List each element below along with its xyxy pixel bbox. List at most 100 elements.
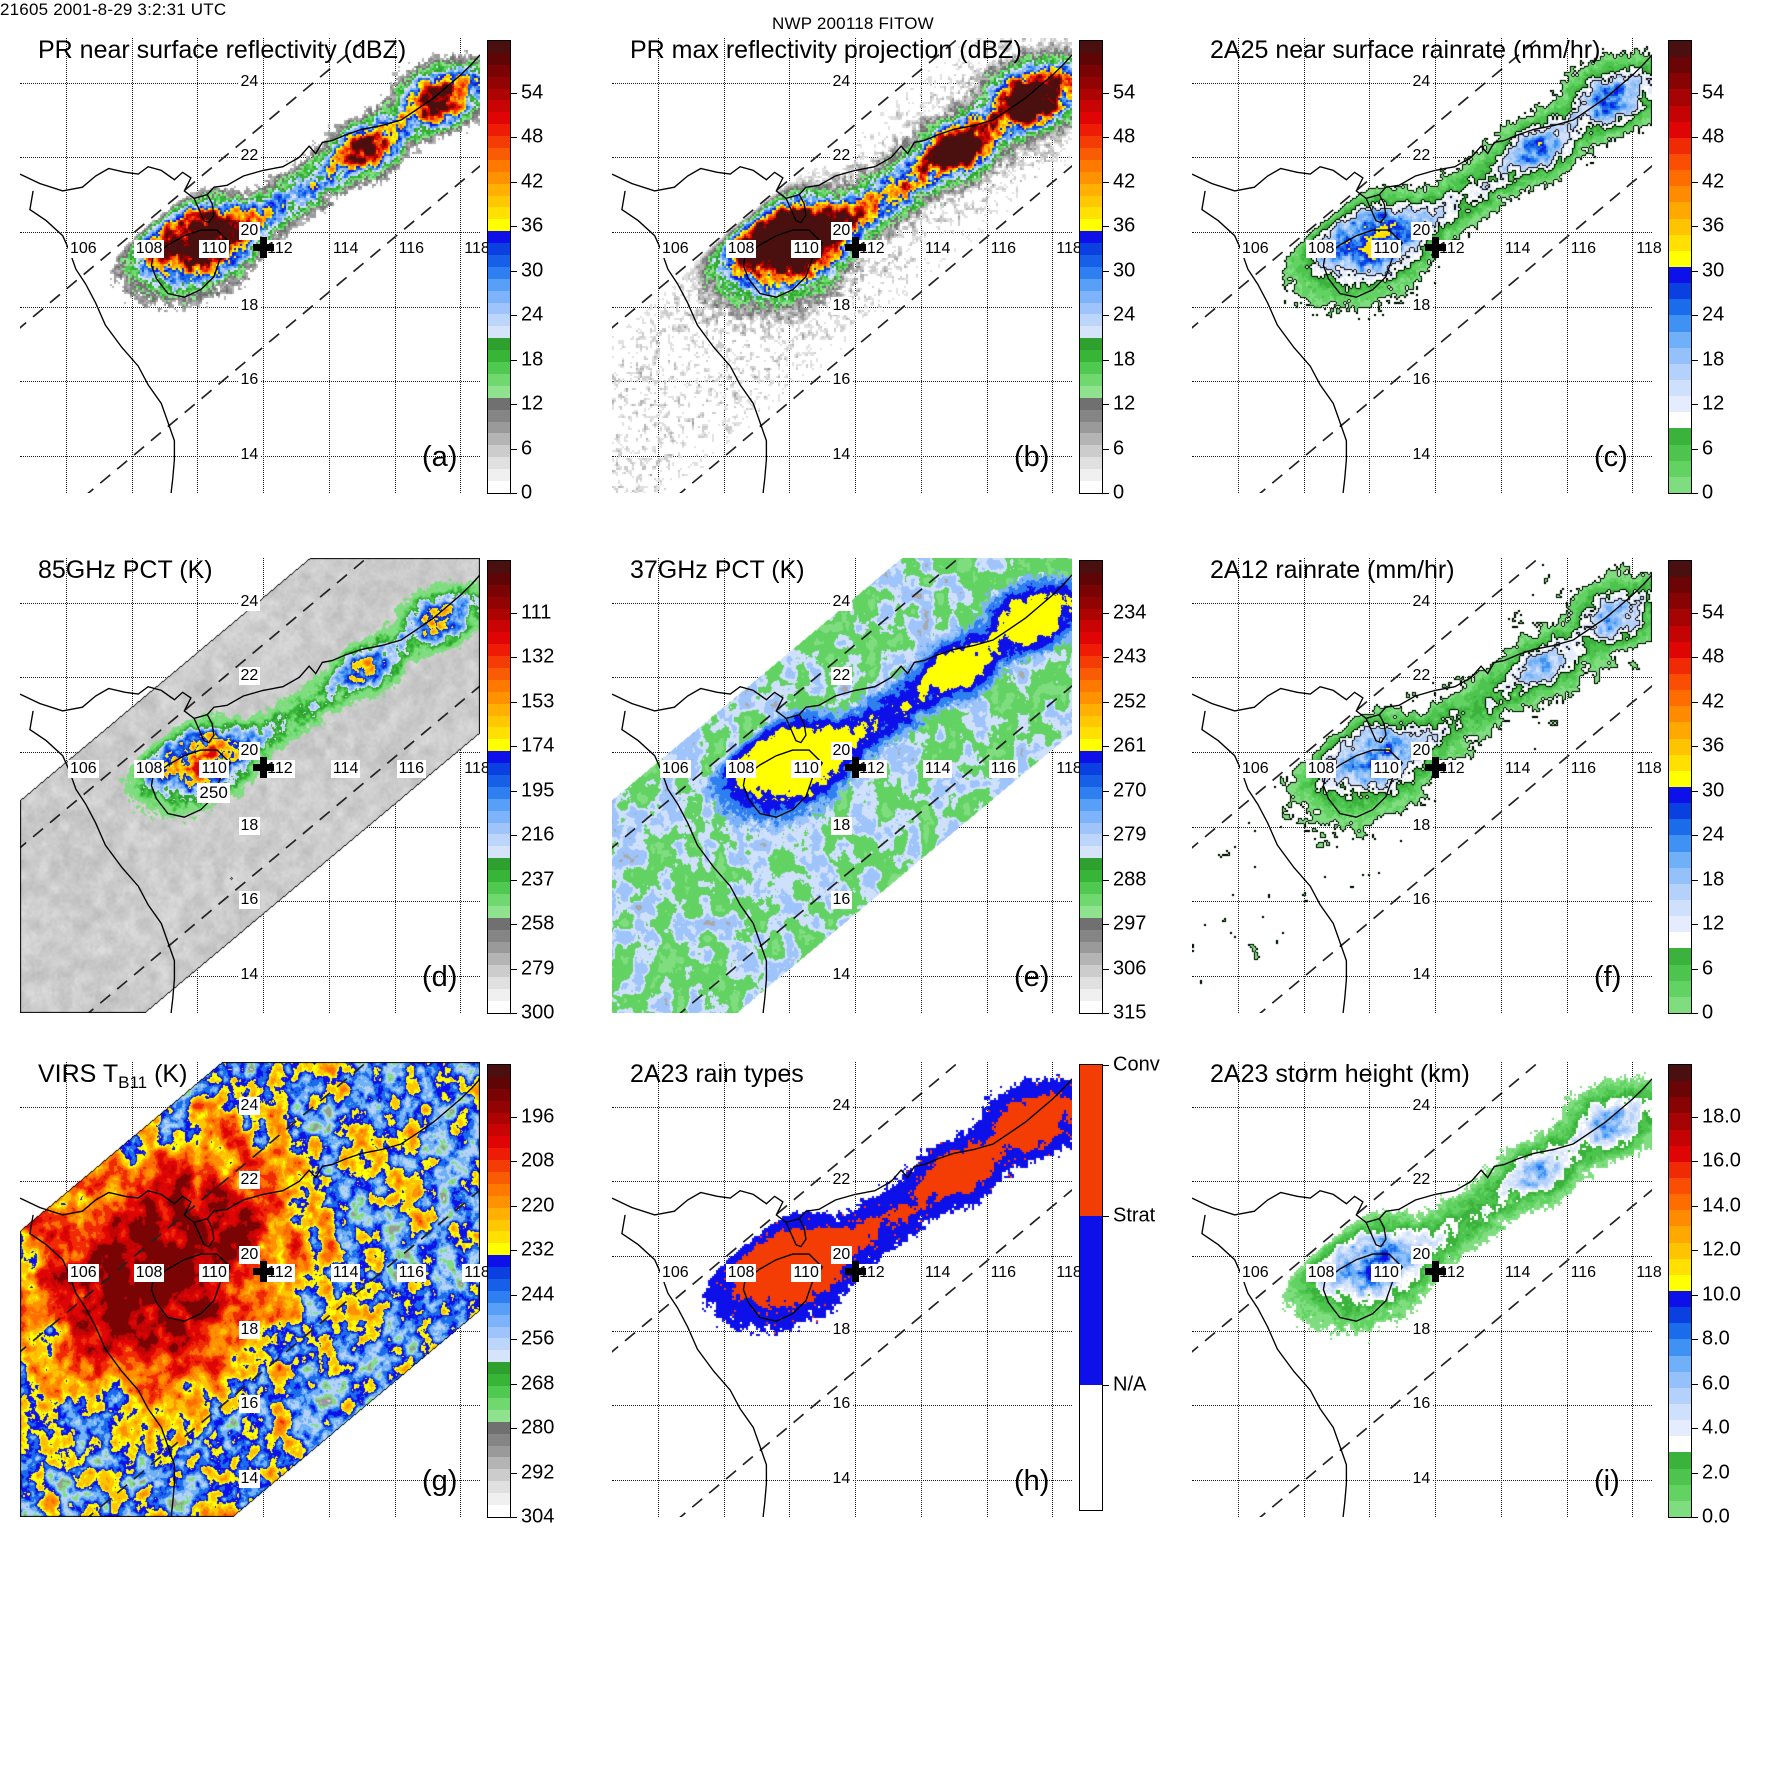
colorbar-segment (1669, 1161, 1691, 1178)
colorbar-tick-label: 111 (521, 601, 552, 624)
axis-label-longitude: 118 (1054, 1263, 1084, 1282)
colorbar-segment (1080, 148, 1102, 160)
colorbar-segment (1080, 290, 1102, 303)
colorbar-tick (1102, 404, 1109, 406)
colorbar-segment (1080, 350, 1102, 363)
colorbar-segment (488, 1000, 510, 1013)
colorbar-tick-label: 30 (1702, 779, 1725, 802)
colorbar-segment (488, 1279, 510, 1291)
coastline-overlay (1192, 574, 1652, 1013)
colorbar-segment (488, 882, 510, 894)
colorbar-tick (510, 1013, 517, 1014)
colorbar-segment (1080, 917, 1102, 930)
colorbar-segment (488, 763, 510, 776)
colorbar-segment (1669, 673, 1691, 691)
colorbar-tick (510, 790, 517, 792)
colorbar-segment (1080, 41, 1102, 53)
colorbar-tick-label: 6 (521, 437, 533, 460)
colorbar-segment (488, 136, 510, 149)
colorbar-segment (1080, 52, 1102, 65)
colorbar-segment (488, 183, 510, 196)
colorbar-segment (1669, 1452, 1691, 1469)
colorbar-tick-label: 18 (521, 348, 544, 371)
colorbar-segment (1080, 302, 1102, 315)
colorbar-segment (488, 1362, 510, 1375)
colorbar-tick (1691, 1013, 1698, 1014)
colorbar-tick-label: 0.0 (1702, 1505, 1730, 1528)
colorbar-segment (488, 715, 510, 728)
axis-label-longitude: 106 (660, 1263, 691, 1282)
axis-label-longitude: 108 (725, 759, 757, 778)
axis-label-longitude: 118 (462, 239, 492, 258)
center-marker-plus-icon (845, 1260, 867, 1282)
colorbar-tick-label: 30 (1113, 259, 1136, 282)
colorbar-segment (1669, 57, 1691, 74)
axis-label-longitude: 108 (725, 1263, 757, 1282)
colorbar-segment (1080, 989, 1102, 1001)
center-marker-plus-icon (845, 756, 867, 778)
axis-label-longitude: 118 (1634, 759, 1664, 778)
colorbar-segment (1669, 625, 1691, 642)
axis-label-longitude: 114 (922, 759, 953, 778)
colorbar-tick-label: Strat (1113, 1204, 1156, 1227)
axis-label-longitude: 114 (922, 1263, 953, 1282)
center-marker-plus-icon (253, 756, 275, 778)
axis-label-longitude: 106 (660, 759, 691, 778)
colorbar-segment (1669, 476, 1691, 493)
colorbar-tick-label: 0 (1702, 481, 1714, 504)
panel-label-g: (g) (422, 1465, 458, 1497)
axis-label-latitude: 18 (238, 816, 261, 835)
colorbar-segment (1080, 362, 1102, 374)
colorbar-segment (1669, 73, 1691, 90)
colorbar-segment (1080, 314, 1102, 327)
axis-label-longitude: 114 (1502, 759, 1533, 778)
colorbar-segment (1669, 641, 1691, 658)
colorbar-tick (510, 448, 517, 450)
colorbar-segment (488, 1088, 510, 1101)
colorbar-segment (488, 112, 510, 125)
field-raster-raintype (612, 1062, 1072, 1517)
axis-label-latitude: 16 (1410, 1395, 1433, 1414)
colorbar-tick (1102, 181, 1109, 183)
colorbar-segment (488, 362, 510, 374)
colorbar-segment (1080, 941, 1102, 954)
colorbar-tick (1691, 181, 1698, 183)
axis-label-latitude: 18 (830, 296, 853, 315)
colorbar-tick-label: 24 (1702, 303, 1725, 326)
colorbar-tick (1691, 1205, 1698, 1207)
colorbar-segment (488, 905, 510, 918)
colorbar-tick (1691, 1161, 1698, 1163)
colorbar-segment (1669, 980, 1691, 997)
colorbar-segment (1669, 202, 1691, 219)
colorbar-segment (1080, 385, 1102, 398)
colorbar-a: 54 48 42 36 30 24 18 12 6 0 (487, 40, 543, 504)
colorbar-tick (1102, 790, 1109, 792)
axis-label-longitude: 114 (1502, 1263, 1533, 1282)
colorbar-segment (1669, 1097, 1691, 1114)
axis-label-longitude: 114 (1502, 239, 1533, 258)
colorbar-tick (1102, 92, 1109, 94)
axis-label-latitude: 24 (1410, 592, 1433, 611)
colorbar-d: 111 132 153 174 195 216 237 258 279 300 (487, 560, 554, 1024)
coastline-overlay (1192, 54, 1652, 493)
colorbar-segment (1669, 1290, 1691, 1308)
axis-label-longitude: 106 (1240, 759, 1271, 778)
colorbar-segment (1080, 834, 1102, 847)
colorbar-tick-label: 292 (521, 1461, 555, 1484)
colorbar-segment (488, 751, 510, 764)
colorbar-segment (1080, 584, 1102, 597)
colorbar-segment (1080, 870, 1102, 883)
colorbar-tick-label: 16.0 (1702, 1149, 1741, 1172)
colorbar-segment (1080, 326, 1102, 339)
colorbar-segment (488, 1302, 510, 1315)
colorbar-segment (1080, 88, 1102, 101)
axis-label-longitude: 108 (725, 239, 757, 258)
colorbar-segment (488, 1433, 510, 1446)
colorbar-segment (1080, 644, 1102, 657)
panel-title-tail: (K) (147, 1060, 188, 1088)
colorbar-tick-label: 48 (1702, 645, 1725, 668)
colorbar-tick-label: 48 (1113, 125, 1136, 148)
panel-h: 106 108 110 112 114 116 118 14 16 18 20 22 24 2A23 ra… (612, 1060, 1084, 1517)
colorbar-segment (488, 1255, 510, 1268)
colorbar-segment (1669, 1242, 1691, 1259)
